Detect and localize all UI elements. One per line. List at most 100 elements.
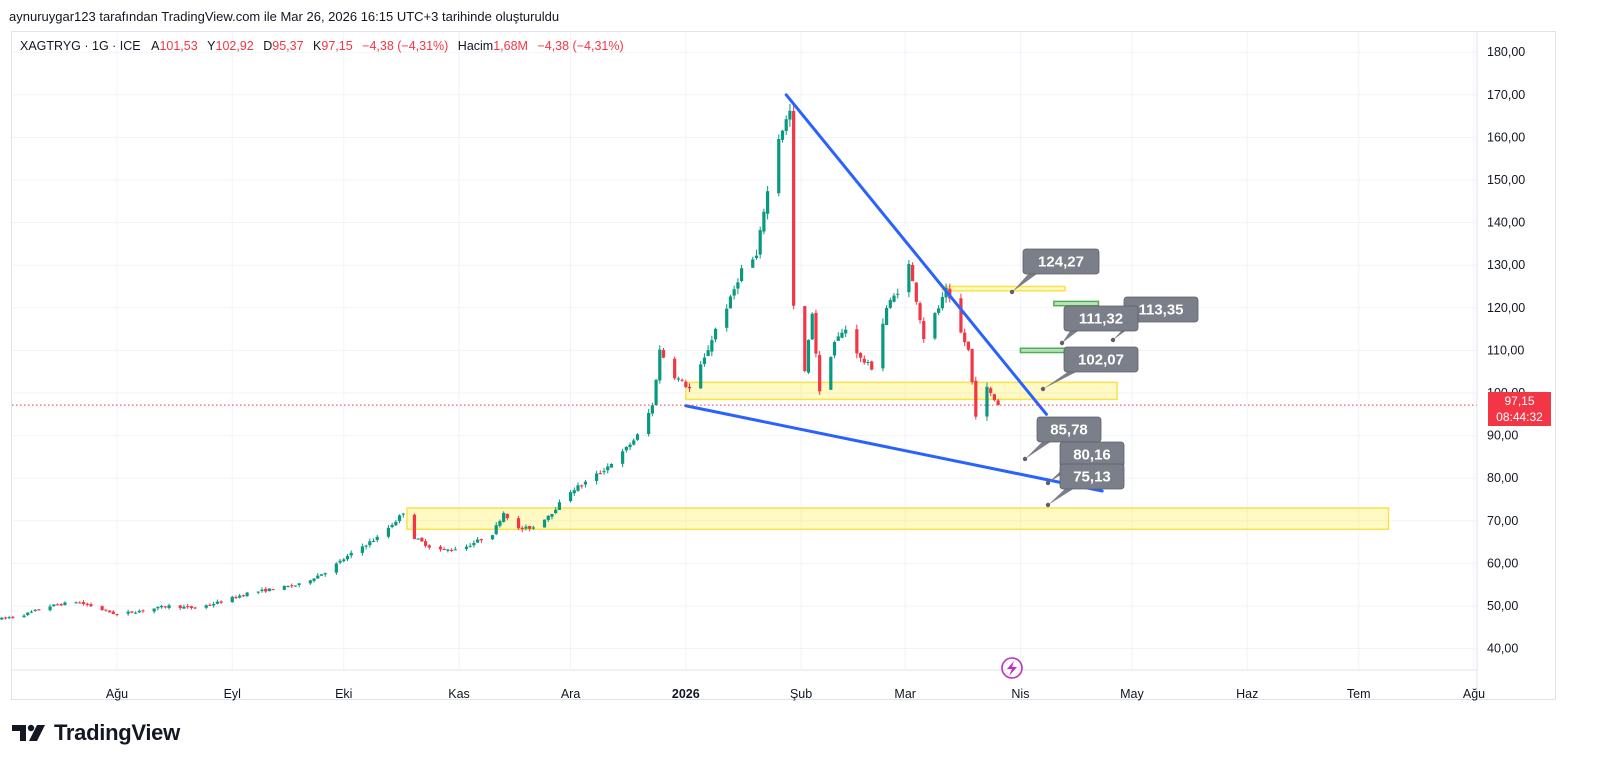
candle [167,603,171,610]
x-tick-label: Eyl [224,687,241,701]
candle [568,489,573,503]
x-tick-label: Ara [561,687,581,701]
candle [156,606,160,611]
candle [178,605,182,611]
tradingview-logo[interactable]: TradingView [12,720,180,746]
candle [829,356,833,391]
candle [319,574,324,576]
candle [104,609,108,612]
candle [141,609,145,613]
price-callout-label: 113,35 [1138,302,1183,319]
bar-countdown: 08:44:32 [1496,410,1543,424]
x-tick-label: Şub [790,687,812,701]
candle [576,482,580,492]
candle [193,606,197,610]
candle [368,538,372,548]
candle [713,327,718,343]
candle [754,249,759,260]
candle [858,352,863,363]
x-tick-label: 2026 [672,687,700,701]
y-tick-label: 140,00 [1487,216,1525,230]
candle [940,292,944,311]
candle [55,603,60,606]
x-tick-label: Nis [1011,687,1029,701]
candle [528,525,532,532]
candle [580,484,584,489]
candle [238,593,242,599]
price-callout-label: 102,07 [1078,352,1124,369]
support-trendline[interactable] [684,404,1104,493]
candle [160,604,164,609]
price-callout[interactable]: 102,07 [1040,346,1139,392]
candle [728,294,733,309]
support-resistance-zone[interactable] [941,285,1066,292]
candle [472,540,476,548]
candle [3,616,8,620]
candle [896,288,900,299]
x-tick-label: Eki [335,687,352,701]
support-resistance-zone[interactable] [406,507,1390,531]
candle [100,605,104,611]
y-tick-label: 180,00 [1487,45,1525,59]
candle [732,285,736,300]
candle [870,360,874,371]
y-tick-label: 50,00 [1487,599,1518,613]
candle [654,378,658,406]
open-value: 101,53 [159,39,198,53]
candle [966,341,970,352]
candle [751,256,755,268]
lightning-icon[interactable] [1001,657,1023,679]
candle [818,350,822,395]
candle [531,525,535,530]
candle [115,613,119,617]
candle [803,305,807,373]
candle [836,332,840,341]
symbol-name[interactable]: XAGTRYG · 1G · ICE [20,39,141,53]
candle [52,604,56,607]
candle [22,614,26,619]
price-callout[interactable]: 111,32 [1059,305,1139,346]
target-zone[interactable] [1053,300,1100,307]
candle [914,282,918,305]
y-tick-label: 40,00 [1487,642,1518,656]
candle [394,520,398,526]
support-resistance-zone[interactable] [685,381,1118,401]
candle [297,582,301,588]
candle [130,611,134,614]
candle [810,312,814,341]
candle [137,609,141,613]
candle [598,470,602,475]
candle [186,603,190,609]
candle [739,264,744,283]
candle [647,408,651,437]
candle [661,348,666,359]
candle [89,602,93,607]
candle [758,226,762,259]
candle [464,544,469,551]
low-label: D [263,39,273,53]
y-tick-label: 80,00 [1487,471,1518,485]
price-callout[interactable]: 75,13 [1045,463,1125,508]
candle [11,615,15,619]
candle [450,548,454,552]
candle [364,544,368,550]
candle [832,340,837,359]
candle [286,585,290,588]
candle [260,587,264,593]
candle [676,376,680,382]
candle [922,317,926,343]
candle [316,573,320,579]
y-tick-label: 60,00 [1487,556,1518,570]
x-tick-label: Mar [894,687,916,701]
x-tick-label: Tem [1347,687,1371,701]
price-callout-label: 80,16 [1073,447,1111,464]
price-callout[interactable]: 124,27 [1009,248,1100,295]
resistance-trendline[interactable] [784,93,1048,416]
candle [163,605,167,609]
candle [814,309,818,358]
candle [371,538,376,543]
candle [911,262,915,282]
y-tick-label: 90,00 [1487,429,1518,443]
high-label: Y [207,39,216,53]
